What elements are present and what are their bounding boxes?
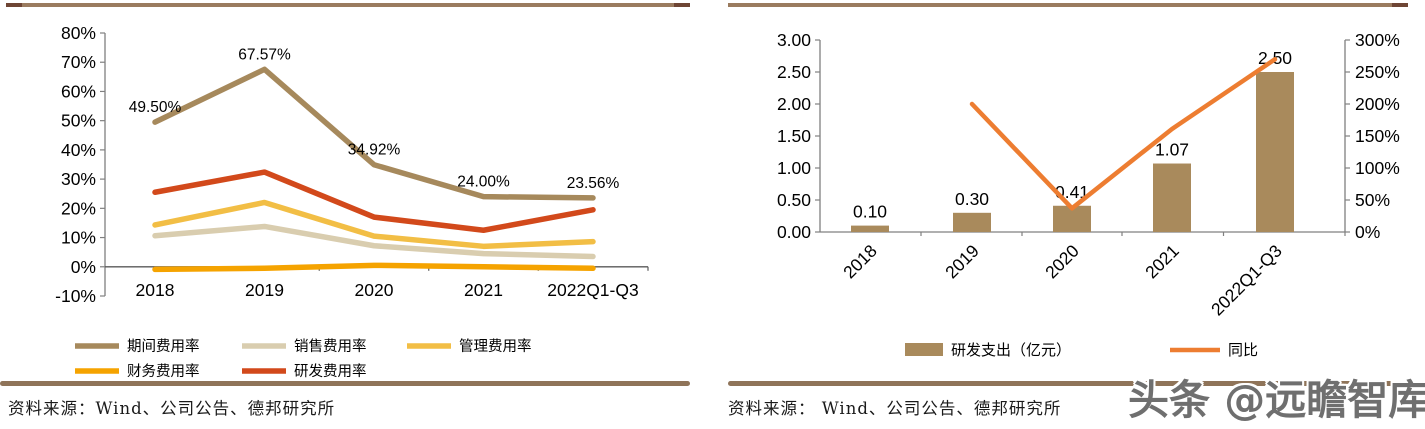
- figure-expense-ratios: 80% 70% 60% 50% 40% 30% 20% 10% 0% -10% 2018 2019 20…: [0, 0, 710, 429]
- rule-cap-left: [6, 3, 22, 7]
- bar-rd-spending: [1256, 72, 1294, 232]
- line-series-3: [152, 169, 596, 233]
- bar-rd-spending: [851, 225, 889, 232]
- right-y-tick-label: 100%: [1355, 158, 1400, 178]
- legend-swatch-bar: [905, 343, 943, 356]
- line-series-1: [152, 223, 596, 260]
- legend-label: 期间费用率: [127, 338, 200, 355]
- y-axis-tick-label: 60%: [61, 81, 96, 101]
- rd-spending-combo-chart: 3.00 2.50 2.00 1.50 1.00 0.50 0.00 300% 250% 200%…: [777, 30, 1400, 359]
- legend-label: 销售费用率: [294, 338, 367, 355]
- y-axis-tick-label: 40%: [61, 140, 96, 160]
- legend-label: 财务费用率: [127, 363, 200, 380]
- y-axis-tick-label: 10%: [61, 228, 96, 248]
- y-axis-tick-label: 80%: [61, 23, 96, 43]
- left-y-tick-label: 3.00: [777, 30, 811, 50]
- bar-data-label: 1.07: [1155, 140, 1189, 160]
- watermark: 头条 @远瞻智库: [1128, 376, 1425, 424]
- right-y-tick-label: 50%: [1355, 190, 1390, 210]
- rule-cap-right: [674, 3, 690, 7]
- line-yoy: [969, 56, 1278, 211]
- x-axis-label: 2021: [1141, 241, 1183, 283]
- panel-top-rule: [728, 3, 1408, 7]
- legend-label: 研发费用率: [294, 363, 367, 380]
- left-y-tick-label: 2.00: [777, 94, 811, 114]
- right-y-tick-label: 0%: [1355, 222, 1380, 242]
- bar-data-label: 0.30: [955, 189, 989, 209]
- bar-rd-spending: [953, 212, 991, 232]
- right-y-tick-label: 200%: [1355, 94, 1400, 114]
- x-axis-label: 2020: [355, 280, 394, 300]
- left-y-tick-label: 2.50: [777, 62, 811, 82]
- legend-label: 研发支出（亿元）: [951, 341, 1071, 359]
- data-label: 23.56%: [567, 175, 620, 192]
- x-axis-label: 2022Q1-Q3: [547, 280, 638, 300]
- y-axis-tick-label: 20%: [61, 198, 96, 218]
- data-label: 34.92%: [348, 142, 401, 159]
- left-y-tick-label: 1.00: [777, 158, 811, 178]
- expense-ratio-line-chart: 80% 70% 60% 50% 40% 30% 20% 10% 0% -10% 2018 2019 20…: [55, 23, 649, 380]
- panel-bottom-rule: [0, 381, 690, 386]
- left-y-tick-label: 1.50: [777, 126, 811, 146]
- x-axis-label: 2021: [464, 280, 503, 300]
- x-axis-label: 2019: [941, 241, 983, 283]
- data-label: 24.00%: [457, 174, 510, 191]
- line-series-4: [152, 66, 596, 201]
- x-axis-label: 2020: [1041, 241, 1083, 283]
- legend-label: 管理费用率: [459, 338, 532, 355]
- left-y-tick-label: 0.00: [777, 222, 811, 242]
- x-axis-label: 2018: [136, 280, 175, 300]
- panel-top-rule: [6, 3, 690, 7]
- y-axis-tick-label: 50%: [61, 111, 96, 131]
- y-axis-tick-label: 70%: [61, 52, 96, 72]
- x-axis-label: 2019: [245, 280, 284, 300]
- source-note: 资料来源：Wind、公司公告、德邦研究所: [8, 399, 336, 418]
- right-y-tick-label: 250%: [1355, 62, 1400, 82]
- source-note: 资料来源： Wind、公司公告、德邦研究所: [728, 399, 1062, 418]
- data-label: 67.57%: [238, 46, 291, 63]
- y-axis-tick-label: 30%: [61, 169, 96, 189]
- bar-data-label: 0.10: [853, 202, 887, 222]
- right-y-tick-label: 150%: [1355, 126, 1400, 146]
- figure-rd-spending: 3.00 2.50 2.00 1.50 1.00 0.50 0.00 300% 250% 200%…: [715, 0, 1425, 429]
- x-axis-label: 2018: [839, 241, 881, 283]
- line-series-0: [152, 262, 596, 273]
- legend-label: 同比: [1228, 341, 1258, 359]
- y-axis-tick-label: 0%: [71, 257, 96, 277]
- right-y-tick-label: 300%: [1355, 30, 1400, 50]
- line-series-2: [152, 199, 596, 250]
- y-axis-tick-label: -10%: [55, 286, 96, 306]
- panel-bottom-rule: [728, 381, 1421, 386]
- bar-rd-spending: [1153, 163, 1191, 232]
- left-y-tick-label: 0.50: [777, 190, 811, 210]
- data-label: 49.50%: [129, 99, 182, 116]
- x-axis-label: 2022Q1-Q3: [1207, 241, 1286, 320]
- rule-cap-right: [1392, 3, 1408, 7]
